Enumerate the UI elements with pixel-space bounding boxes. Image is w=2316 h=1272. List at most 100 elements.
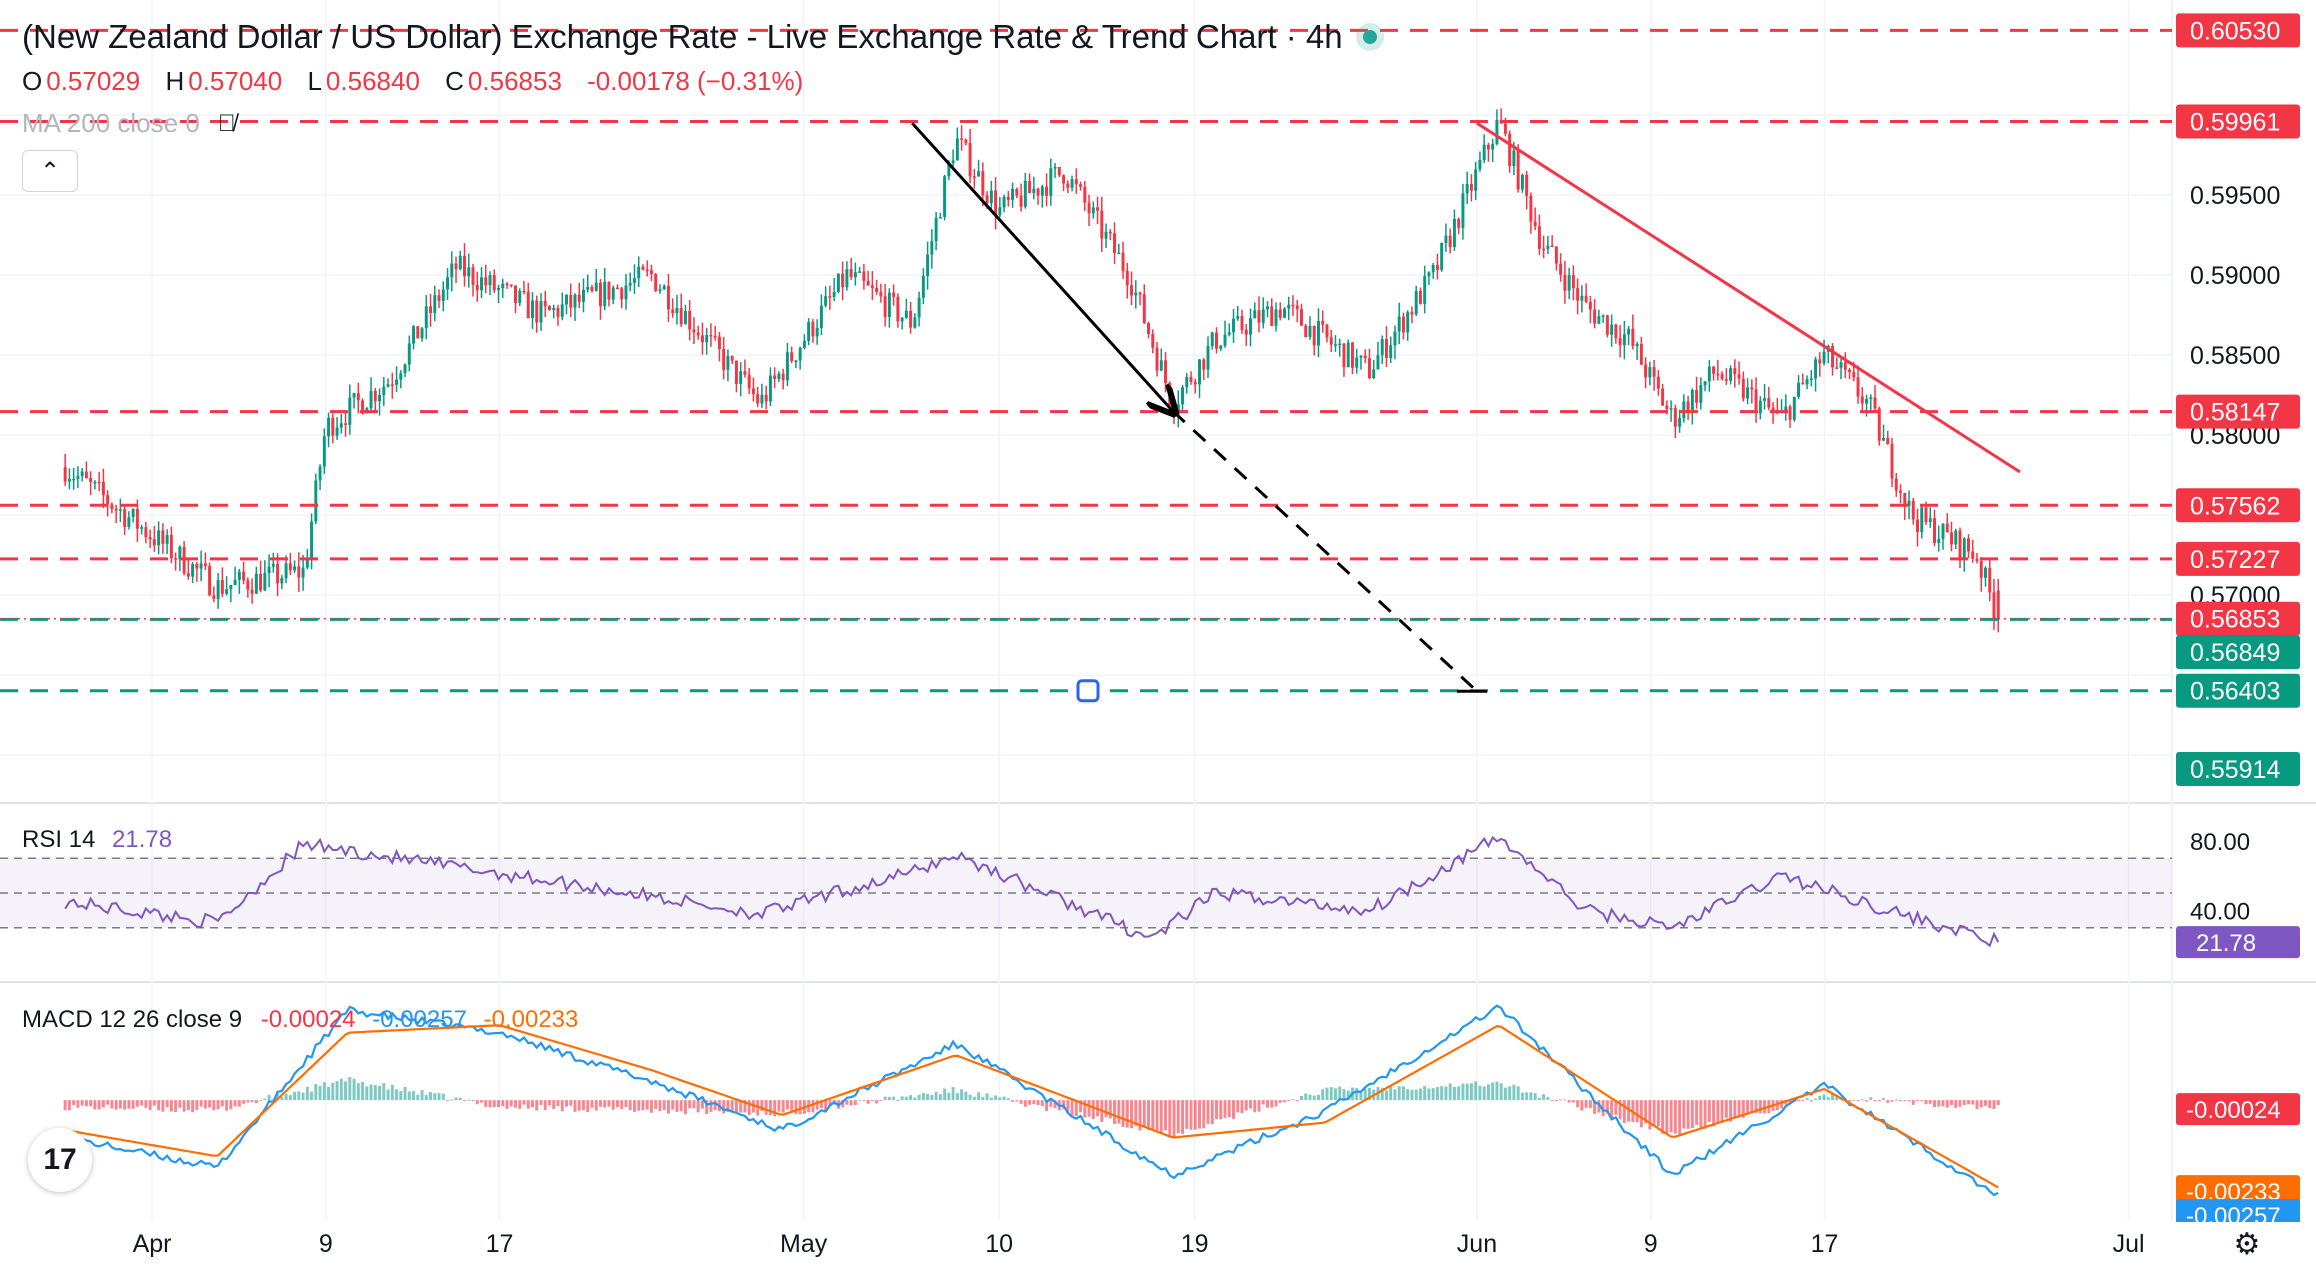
time-axis: Apr 9 17 May 10 19 Jun 9 17 Jul — [0, 1222, 2316, 1272]
macd-histogram-bar — [1393, 1089, 1397, 1101]
candle — [845, 261, 849, 291]
candle — [603, 268, 607, 311]
candle-body — [1482, 144, 1486, 160]
macd-histogram-bar — [412, 1091, 416, 1101]
candle-body — [994, 190, 998, 216]
candle — [543, 290, 547, 317]
macd-histogram-bar — [785, 1100, 789, 1110]
macd-histogram-bar — [1397, 1086, 1401, 1101]
price-axis: 0.570000.580000.585000.590000.595000.605… — [2176, 13, 2300, 786]
candle-body — [900, 317, 904, 322]
candle-body — [1185, 376, 1189, 388]
candle-body — [1249, 318, 1252, 335]
candle — [807, 318, 811, 346]
macd-histogram-bar — [577, 1100, 581, 1111]
candle-body — [705, 334, 709, 343]
alert-handle-icon — [1076, 679, 1100, 703]
candle — [1576, 278, 1580, 315]
candle-body — [1911, 500, 1915, 520]
macd-histogram-bar — [1567, 1100, 1571, 1103]
candles — [63, 108, 2000, 633]
candle-body — [318, 466, 322, 481]
macd-histogram-bar — [1236, 1100, 1240, 1113]
macd-histogram-bar — [1682, 1100, 1686, 1129]
macd-histogram-bar — [1584, 1100, 1588, 1108]
macd-histogram-bar — [1542, 1094, 1546, 1101]
candle — [1933, 509, 1936, 547]
level-tag-bg — [2176, 104, 2300, 139]
candle-body — [1512, 150, 1516, 167]
candle-body — [1168, 383, 1172, 405]
candle — [395, 366, 399, 393]
rsi-tick-label: 80.00 — [2190, 829, 2250, 856]
candle-body — [1877, 408, 1881, 441]
support-level-tag: 0.56403 — [2190, 678, 2280, 706]
candle — [1525, 170, 1529, 210]
candle-body — [649, 270, 653, 274]
candle-body — [1457, 218, 1461, 228]
candle — [327, 412, 331, 448]
candle-body — [497, 288, 500, 291]
candle — [743, 359, 747, 378]
gear-icon[interactable]: ⚙ — [2233, 1228, 2261, 1261]
candle-body — [284, 563, 288, 579]
macd-histogram-bar — [1780, 1100, 1784, 1109]
level-tag: 0.58147 — [2190, 399, 2280, 427]
candle — [254, 566, 258, 595]
candle-body — [514, 285, 517, 303]
candle — [955, 127, 959, 161]
candle — [390, 372, 394, 399]
candle — [1661, 383, 1665, 406]
tradingview-logo-icon[interactable]: 17 — [28, 1128, 92, 1192]
macd-histogram-bar — [131, 1100, 135, 1109]
candle-body — [955, 138, 959, 161]
macd-histogram-bar — [1338, 1086, 1342, 1101]
candle — [892, 284, 896, 306]
candle — [1147, 321, 1151, 339]
candle-body — [1240, 316, 1244, 330]
candle-body — [1096, 207, 1100, 211]
candle-body — [1818, 359, 1822, 364]
candle — [802, 334, 806, 350]
candle-body — [1682, 401, 1686, 419]
candle — [1848, 367, 1852, 380]
candle — [1835, 357, 1839, 370]
macd-histogram-value: -0.00024 — [260, 1006, 356, 1033]
ohlc-high-key: H — [165, 66, 185, 96]
macd-histogram-bar — [535, 1100, 539, 1111]
candle-body — [713, 335, 717, 338]
candle-body — [1074, 179, 1078, 185]
candle-body — [526, 291, 530, 319]
candle — [1618, 325, 1622, 358]
candle-body — [1924, 507, 1928, 523]
candle — [700, 322, 704, 355]
collapse-legend-button[interactable]: ⌃ — [22, 150, 78, 192]
candle — [369, 377, 373, 412]
candle-body — [505, 283, 509, 286]
candle-body — [450, 263, 454, 278]
candle-body — [1333, 344, 1337, 346]
ohlc-close-value: 0.56853 — [467, 66, 562, 96]
candle — [148, 529, 152, 548]
time-tick-label: 17 — [1811, 1230, 1839, 1258]
macd-histogram-bar — [1809, 1100, 1813, 1102]
eye-slash-icon[interactable]: 👁̸ — [217, 109, 236, 137]
candle-body — [1491, 143, 1495, 150]
candle-body — [1389, 345, 1393, 358]
candle-body — [390, 384, 394, 386]
candle-body — [1308, 325, 1312, 338]
macd-histogram-bar — [1036, 1100, 1040, 1105]
candle-body — [446, 277, 450, 290]
ma-indicator-legend[interactable]: MA 200 close 0 👁̸ — [22, 108, 236, 139]
candle — [1962, 537, 1966, 572]
macd-histogram-bar — [930, 1094, 934, 1101]
candle-body — [203, 563, 207, 567]
macd-histogram-bar — [505, 1100, 509, 1109]
candle — [1249, 308, 1252, 347]
candle-body — [1232, 318, 1235, 333]
macd-histogram-bar — [1996, 1100, 2000, 1106]
candle — [1023, 173, 1027, 209]
candle-body — [1206, 346, 1210, 370]
candle — [994, 177, 998, 230]
